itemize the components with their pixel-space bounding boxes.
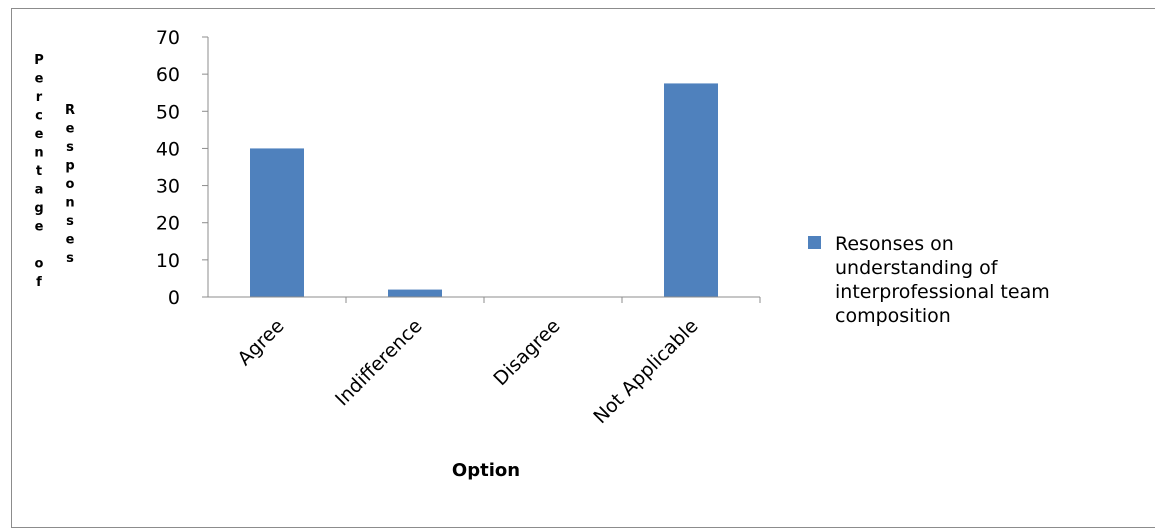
- y-axis-label-letter: f: [36, 275, 42, 290]
- y-tick-label: 70: [156, 27, 180, 49]
- legend-label: Resonses on: [835, 233, 954, 255]
- legend-label: understanding of: [835, 257, 999, 279]
- y-axis-label-letter: e: [35, 72, 44, 87]
- y-axis-label-letter: e: [66, 233, 75, 248]
- y-tick-label: 50: [156, 101, 180, 123]
- bar-indifference: [388, 289, 442, 297]
- x-category-label: Not Applicable: [589, 315, 702, 428]
- y-axis-label-letter: a: [35, 183, 44, 198]
- y-axis-label-letter: o: [66, 177, 75, 192]
- y-axis-label-letter: R: [65, 103, 75, 118]
- x-category-label: Disagree: [489, 315, 564, 390]
- legend-swatch: [808, 236, 821, 249]
- y-axis-label-letter: p: [65, 159, 74, 174]
- bar-not-applicable: [664, 83, 718, 297]
- x-axis-title: Option: [452, 460, 520, 481]
- y-axis-label-letter: n: [34, 146, 43, 161]
- y-axis-label-letter: e: [35, 220, 44, 235]
- x-category-label: Agree: [233, 315, 288, 370]
- y-tick-label: 30: [156, 176, 180, 198]
- bars: [250, 83, 718, 297]
- y-tick-label: 10: [156, 250, 180, 272]
- y-tick-label: 20: [156, 213, 180, 235]
- y-axis-label-letter: s: [66, 214, 74, 229]
- y-axis-label-letter: s: [66, 140, 74, 155]
- y-axis-label-letter: o: [35, 257, 44, 272]
- y-axis-label-letter: e: [35, 127, 44, 142]
- y-axis-ticks: 0 10 20 30 40 50 60 70: [156, 27, 208, 309]
- y-tick-label: 0: [168, 287, 180, 309]
- y-axis-label-letter: n: [65, 196, 74, 211]
- y-tick-label: 60: [156, 64, 180, 86]
- axes: [207, 37, 761, 303]
- x-category-label: Indifference: [331, 315, 426, 410]
- x-axis-categories: Agree Indifference Disagree Not Applicable: [233, 315, 702, 428]
- y-axis-label-letter: r: [36, 90, 43, 105]
- y-axis-label-letter: t: [36, 164, 42, 179]
- y-axis-label-letter: c: [35, 109, 43, 124]
- y-tick-label: 40: [156, 138, 180, 160]
- legend-label: composition: [835, 305, 951, 327]
- y-axis-label-letter: P: [34, 53, 44, 68]
- y-axis-label-letter: g: [34, 201, 43, 216]
- bar-agree: [250, 148, 304, 297]
- legend-label: interprofessional team: [835, 281, 1050, 303]
- y-axis-label-letter: s: [66, 251, 74, 266]
- chart-frame: [11, 8, 1155, 528]
- y-axis-label-letter: e: [66, 122, 75, 137]
